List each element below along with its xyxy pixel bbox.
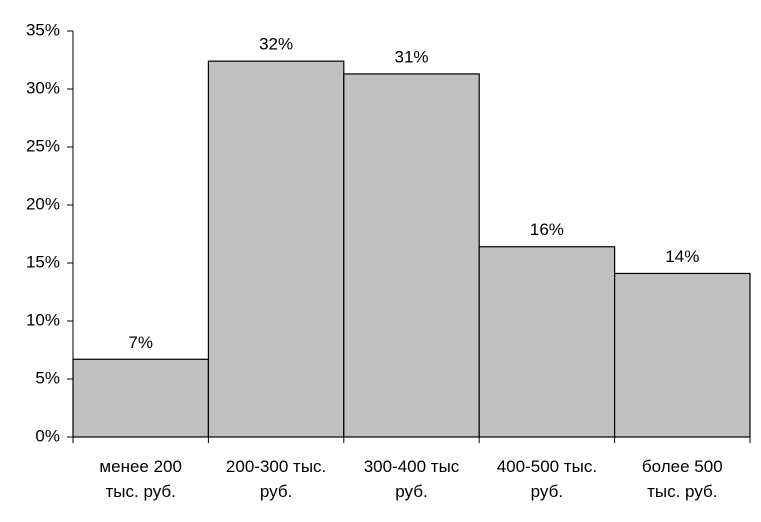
bar: [613, 272, 751, 438]
bar: [72, 358, 209, 438]
y-tick-label: 25%: [26, 136, 60, 155]
y-tick-label: 35%: [26, 20, 60, 39]
y-tick-label: 30%: [26, 78, 60, 97]
bar: [207, 60, 345, 438]
x-tick-label: 400-500 тыс. руб.: [496, 457, 598, 501]
x-tick-label: 200-300 тыс. руб.: [225, 457, 327, 501]
y-tick-label: 0%: [35, 426, 60, 445]
value-label: 32%: [259, 35, 293, 54]
bar: [343, 73, 480, 438]
x-tick-label: менее 200 тыс. руб.: [99, 457, 182, 501]
value-label: 14%: [665, 247, 699, 266]
y-tick-label: 10%: [26, 310, 60, 329]
value-label: 31%: [394, 47, 428, 66]
y-tick-label: 20%: [26, 194, 60, 213]
value-label: 16%: [530, 220, 564, 239]
y-tick-label: 15%: [26, 252, 60, 271]
bar: [478, 246, 616, 438]
x-tick-label: более 500 тыс. руб.: [641, 457, 723, 501]
value-label: 7%: [128, 333, 153, 352]
y-tick-label: 5%: [35, 368, 60, 387]
x-tick-label: 300-400 тыс руб.: [363, 457, 460, 501]
